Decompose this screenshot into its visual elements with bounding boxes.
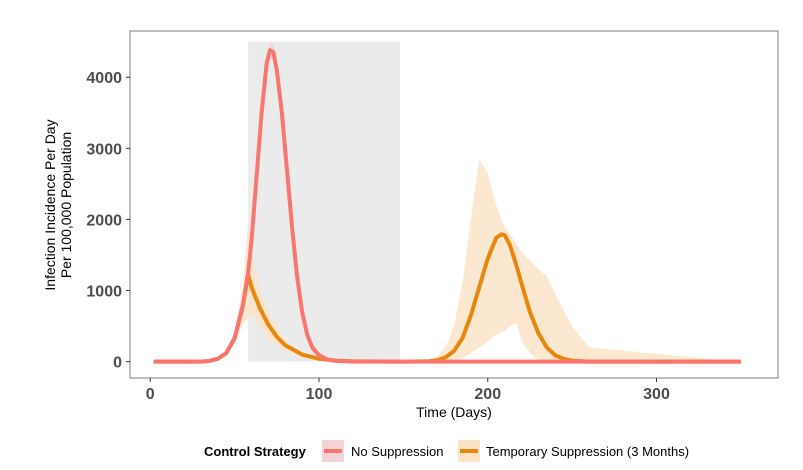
legend-label-no-suppression: No Suppression [351,444,444,459]
legend-label-temporary-suppression: Temporary Suppression (3 Months) [486,444,689,459]
y-axis-label-line1: Infection Incidence Per Day [42,119,58,290]
y-axis-label-line2: Per 100,000 Population [58,132,74,278]
suppression-period-shading [248,41,400,362]
y-tick-label: 3000 [86,141,122,158]
y-tick-label: 4000 [86,70,122,87]
y-tick-label: 1000 [86,284,122,301]
legend: Control Strategy No Suppression Temporar… [204,440,689,462]
panel-border [129,30,779,379]
x-tick-label: 0 [146,386,155,403]
confidence-band-temporary-suppression [153,158,741,362]
x-axis: 0 100 200 300 [146,378,670,403]
x-tick-label: 200 [474,386,501,403]
x-axis-label: Time (Days) [416,404,492,420]
series-line-no-suppression [153,48,741,364]
y-tick-label: 2000 [86,212,122,229]
legend-title: Control Strategy [204,444,307,459]
x-tick-label: 300 [643,386,670,403]
y-axis: 0 1000 2000 3000 4000 [86,70,130,372]
plot-area [153,41,741,364]
y-tick-label: 0 [113,355,122,372]
x-tick-label: 100 [306,386,333,403]
